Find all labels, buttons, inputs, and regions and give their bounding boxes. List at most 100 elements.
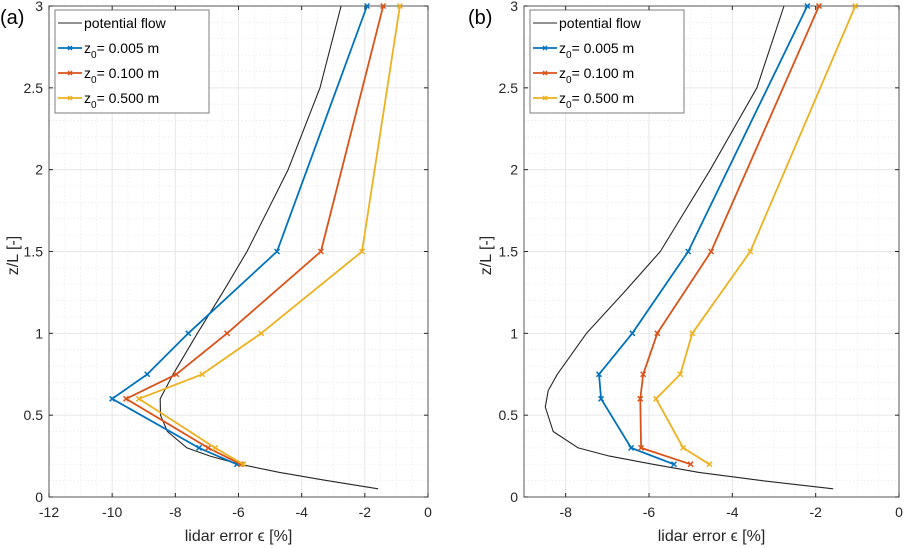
legend-label-main: z <box>559 40 566 56</box>
data-point-marker <box>852 2 859 10</box>
x-tick-label: 0 <box>424 504 432 520</box>
x-tick-label: -12 <box>39 504 59 520</box>
legend-item: z0= 0.500 m <box>58 90 159 111</box>
legend-label-main: z <box>84 90 91 106</box>
data-point-marker <box>240 461 247 468</box>
legend-marker <box>67 95 73 101</box>
x-tick-label: -2 <box>809 504 822 520</box>
data-point-marker <box>224 330 231 337</box>
legend-label-subscript: 0 <box>91 50 97 61</box>
x-tick-label: -8 <box>559 504 572 520</box>
series-line <box>159 5 379 490</box>
data-point-marker <box>628 444 635 451</box>
legend-label: z0= 0.005 m <box>559 40 634 61</box>
legend-marker <box>542 70 548 76</box>
x-tick-label: -4 <box>726 504 739 520</box>
y-axis-label: z/L [-] <box>5 236 22 275</box>
data-point-marker <box>212 444 219 451</box>
series-2 <box>637 2 823 468</box>
legend-label-subscript: 0 <box>91 75 97 86</box>
data-point-marker <box>637 395 644 402</box>
panel-label: (a) <box>0 7 24 29</box>
x-tick-label: -6 <box>643 504 656 520</box>
x-tick-label: -4 <box>295 504 308 520</box>
legend-item: z0= 0.500 m <box>533 90 634 111</box>
y-tick-label: 2.5 <box>499 80 519 96</box>
y-tick-label: 3 <box>35 0 43 14</box>
data-point-marker <box>677 371 684 378</box>
y-tick-label: 0.5 <box>499 407 519 423</box>
data-point-marker <box>364 2 371 10</box>
series-0 <box>159 5 379 490</box>
data-point-marker <box>815 2 823 10</box>
data-point-marker <box>199 371 206 378</box>
series-1 <box>595 2 811 468</box>
data-point-marker <box>135 395 143 402</box>
legend-item: z0= 0.100 m <box>58 65 159 86</box>
legend-item: potential flow <box>533 15 642 31</box>
data-point-marker <box>708 248 715 255</box>
legend-label: z0= 0.100 m <box>559 65 634 86</box>
legend-label-subscript: 0 <box>91 100 97 111</box>
panel-b: -8 -6 -4 -2 0 0 0.5 1 1.5 2 2.5 3 lidar error ϵ [%] z… <box>468 0 903 545</box>
data-point-marker <box>195 444 203 451</box>
data-point-marker <box>358 248 366 255</box>
data-point-marker <box>317 248 324 255</box>
y-tick-label: 0 <box>35 489 43 505</box>
legend-item: potential flow <box>58 15 167 31</box>
y-tick-label: 2 <box>35 162 43 178</box>
y-tick-label: 2 <box>510 162 518 178</box>
legend-label-rest: = 0.005 m <box>572 40 635 56</box>
x-tick-label: -2 <box>359 504 372 520</box>
y-tick-label: 0 <box>510 489 518 505</box>
legend-marker <box>542 95 548 101</box>
data-point-marker <box>598 395 605 402</box>
legend-label-rest: = 0.500 m <box>572 90 635 106</box>
legend-label-subscript: 0 <box>566 75 572 86</box>
legend-item: z0= 0.100 m <box>533 65 634 86</box>
data-point-marker <box>396 2 403 10</box>
x-axis-label: lidar error ϵ [%] <box>185 528 293 545</box>
legend-label-rest: = 0.005 m <box>97 40 160 56</box>
legend-label-rest: = 0.500 m <box>97 90 160 106</box>
data-point-marker <box>685 248 692 255</box>
series-1 <box>109 2 371 468</box>
data-point-marker <box>653 395 660 402</box>
data-point-marker <box>680 444 687 451</box>
data-point-marker <box>595 371 603 378</box>
y-tick-label: 1 <box>35 325 43 341</box>
legend-label-main: potential flow <box>559 15 642 31</box>
y-tick-label: 3 <box>510 0 518 14</box>
panel-a: -12 -10 -8 -6 -4 -2 0 0 0.5 1 1.5 2 2.5 3 lidar error … <box>0 0 432 545</box>
legend-label: z0= 0.005 m <box>84 40 159 61</box>
panel-label: (b) <box>468 7 492 29</box>
series-line <box>544 5 834 490</box>
legend-label-rest: = 0.100 m <box>97 65 160 81</box>
y-tick-label: 0.5 <box>24 407 44 423</box>
data-point-marker <box>670 461 678 468</box>
legend-label: potential flow <box>559 15 642 31</box>
legend-label-rest: = 0.100 m <box>572 65 635 81</box>
data-point-marker <box>109 395 116 402</box>
legend-item: z0= 0.005 m <box>533 40 634 61</box>
data-point-marker <box>640 371 647 378</box>
series-0 <box>544 5 834 490</box>
legend-label-main: z <box>559 65 566 81</box>
grid <box>48 5 429 498</box>
data-point-marker <box>687 461 694 468</box>
legend-label: z0= 0.100 m <box>84 65 159 86</box>
x-tick-label: -6 <box>232 504 245 520</box>
x-tick-label: -8 <box>169 504 182 520</box>
data-point-marker <box>258 330 265 337</box>
y-tick-label: 2.5 <box>24 80 44 96</box>
data-point-marker <box>804 2 811 10</box>
data-point-marker <box>144 371 151 378</box>
legend-label: z0= 0.500 m <box>84 90 159 111</box>
legend-label-main: z <box>84 65 91 81</box>
legend-box <box>54 9 210 114</box>
data-point-marker <box>185 330 192 337</box>
data-point-marker <box>274 248 281 255</box>
